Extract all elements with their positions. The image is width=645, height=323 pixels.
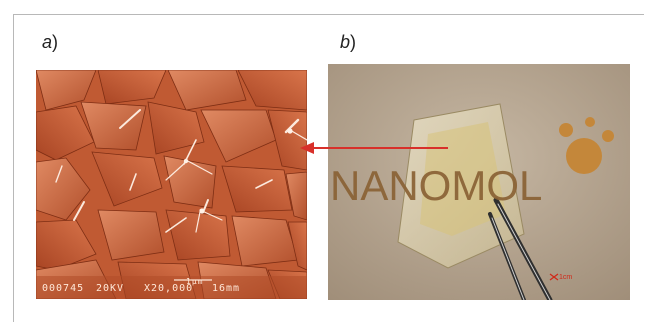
sem-magnification: X20,000 xyxy=(144,283,194,294)
sem-scale-label: 1µm xyxy=(186,277,204,286)
arrow-head-icon xyxy=(300,142,314,154)
photo-scale-label: 1cm xyxy=(559,274,573,281)
sem-working-distance: 16mm xyxy=(212,283,241,294)
sem-specimen: 000745 xyxy=(42,283,85,294)
sem-micrograph: 000745 20KV X20,000 1µm 16mm xyxy=(36,70,307,299)
sem-voltage: 20KV xyxy=(96,283,125,294)
figure-frame xyxy=(13,14,644,322)
sem-info-bar: 000745 20KV X20,000 1µm 16mm xyxy=(36,277,307,299)
connector-arrow xyxy=(300,142,448,154)
sample-photograph: NANOMOL 1cm xyxy=(328,64,630,300)
sem-crystal-plates xyxy=(36,70,307,299)
panel-a-label: a) xyxy=(42,32,59,52)
photo-scene xyxy=(328,64,630,300)
panel-b-label: b) xyxy=(340,32,357,52)
nanomol-logo-text: NANOMOL xyxy=(330,162,543,209)
